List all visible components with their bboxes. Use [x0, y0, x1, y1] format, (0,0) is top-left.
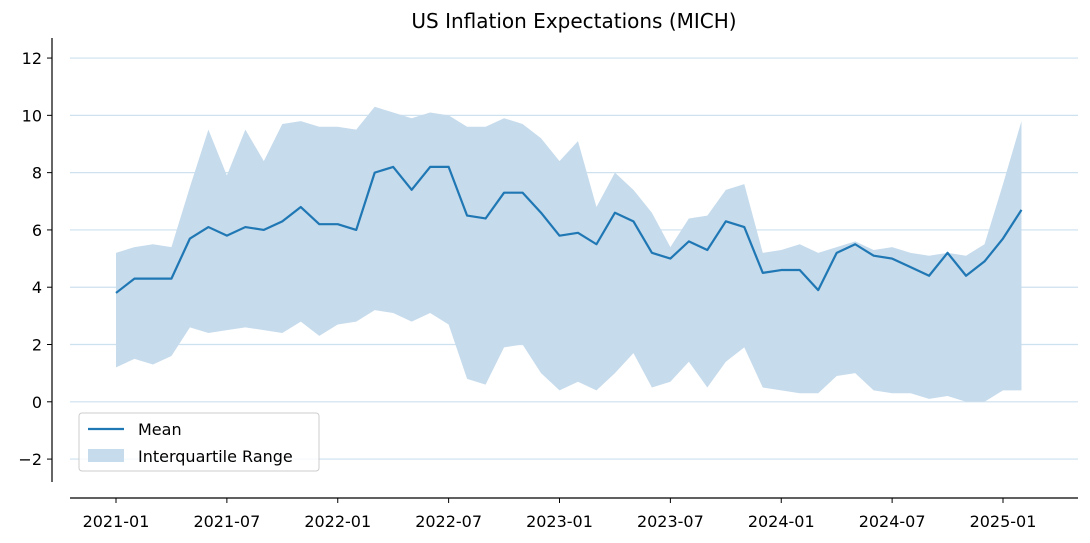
- x-tick-label: 2021-07: [193, 512, 260, 531]
- mean-line-layer: [115, 165, 1023, 294]
- axes: −2 0 2 4 6 8 10 12 2021-01 2021-07 2022-01 2022-07 2…: [18, 38, 1078, 531]
- x-tick-label: 2021-01: [83, 512, 150, 531]
- interquartile-band-layer: [116, 106, 1022, 402]
- legend-iqr-swatch: [88, 449, 124, 462]
- y-tick-label: 4: [32, 278, 42, 297]
- x-tick-label: 2023-01: [526, 512, 593, 531]
- y-tick-label: −2: [18, 450, 42, 469]
- y-tick-label: 0: [32, 393, 42, 412]
- chart-title: US Inflation Expectations (MICH): [411, 9, 736, 33]
- x-tick-label: 2023-07: [637, 512, 704, 531]
- y-tick-label: 6: [32, 221, 42, 240]
- legend-mean-label: Mean: [138, 420, 182, 439]
- legend: Mean Interquartile Range: [78, 412, 320, 472]
- x-tick-label: 2022-01: [304, 512, 371, 531]
- x-tick-label: 2024-07: [859, 512, 926, 531]
- y-tick-label: 10: [22, 106, 42, 125]
- y-tick-label: 2: [32, 336, 42, 355]
- x-tick-label: 2024-01: [748, 512, 815, 531]
- legend-iqr-label: Interquartile Range: [138, 447, 293, 466]
- mean-line: [115, 165, 1023, 294]
- interquartile-range-band: [116, 106, 1022, 402]
- y-tick-label: 8: [32, 164, 42, 183]
- y-tick-label: 12: [22, 49, 42, 68]
- legend-frame: [78, 412, 320, 472]
- x-tick-label: 2025-01: [970, 512, 1037, 531]
- x-tick-label: 2022-07: [415, 512, 482, 531]
